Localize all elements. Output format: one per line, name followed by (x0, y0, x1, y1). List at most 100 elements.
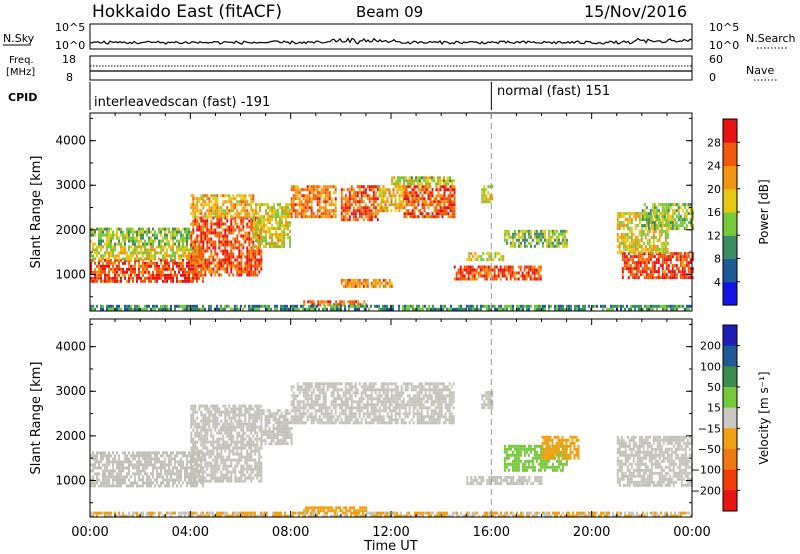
data-cell (238, 446, 241, 450)
data-cell (236, 458, 239, 462)
data-cell (138, 267, 140, 271)
data-cell (406, 307, 408, 311)
data-cell (122, 451, 124, 455)
data-cell (267, 203, 269, 207)
data-cell (194, 237, 197, 241)
data-cell (204, 249, 207, 253)
data-cell (206, 404, 209, 408)
data-cell (287, 236, 289, 240)
data-cell (194, 197, 197, 201)
data-cell (360, 191, 363, 195)
data-cell (146, 261, 148, 265)
data-cell (402, 304, 404, 308)
data-cell (104, 270, 106, 274)
data-cell (194, 479, 197, 483)
data-cell (281, 218, 283, 222)
data-cell (360, 194, 363, 198)
data-cell (632, 239, 635, 242)
data-cell (654, 251, 657, 254)
data-cell (542, 304, 544, 308)
data-cell (679, 261, 682, 265)
data-cell (192, 419, 195, 423)
data-cell (152, 457, 154, 461)
data-cell (230, 416, 233, 420)
data-cell (190, 248, 192, 252)
data-cell (152, 481, 154, 485)
data-cell (204, 455, 207, 459)
data-cell (92, 475, 94, 479)
data-cell (238, 228, 241, 232)
data-cell (222, 446, 225, 450)
data-cell (176, 469, 178, 473)
data-cell (140, 472, 142, 476)
data-cell (638, 239, 641, 242)
data-cell (236, 255, 239, 259)
data-cell (108, 254, 110, 258)
data-cell (102, 267, 104, 271)
data-cell (152, 233, 154, 237)
data-cell (134, 245, 136, 249)
data-cell (250, 249, 253, 253)
data-cell (440, 304, 442, 308)
data-cell (248, 215, 251, 219)
data-cell (162, 478, 164, 482)
data-cell (257, 221, 259, 225)
data-cell (96, 466, 98, 470)
data-cell (384, 203, 387, 207)
data-cell (122, 257, 124, 261)
data-cell (154, 251, 156, 255)
data-cell (669, 221, 672, 225)
data-cell (292, 209, 295, 213)
data-cell (425, 203, 428, 207)
data-cell (501, 274, 504, 278)
data-cell (226, 225, 229, 229)
data-cell (496, 252, 499, 256)
data-cell (210, 473, 213, 477)
data-cell (675, 258, 678, 262)
data-cell (232, 255, 235, 259)
data-cell (356, 284, 359, 288)
data-cell (236, 304, 238, 308)
data-cell (418, 307, 420, 311)
data-cell (399, 179, 401, 183)
data-cell (394, 209, 397, 213)
data-cell (685, 212, 688, 216)
data-cell (172, 451, 174, 455)
data-cell (340, 215, 343, 219)
data-cell (505, 265, 508, 269)
data-cell (202, 452, 205, 456)
data-cell (188, 233, 190, 237)
data-cell (190, 446, 193, 450)
data-cell (232, 437, 235, 441)
data-cell (248, 252, 251, 256)
data-cell (164, 230, 166, 234)
data-cell (214, 252, 217, 256)
data-cell (441, 215, 444, 219)
data-cell (180, 475, 182, 479)
data-cell (118, 242, 120, 246)
data-cell (258, 258, 261, 262)
data-cell (685, 224, 688, 228)
data-cell (364, 203, 367, 207)
data-cell (192, 258, 194, 262)
data-cell (443, 179, 445, 183)
data-cell (527, 268, 530, 272)
data-cell (356, 281, 359, 285)
data-cell (258, 237, 261, 241)
data-cell (423, 179, 425, 183)
data-cell (90, 267, 92, 271)
data-cell (122, 270, 124, 274)
data-cell (100, 270, 102, 274)
data-cell (250, 240, 253, 244)
data-cell (306, 185, 309, 189)
data-cell (623, 264, 626, 268)
data-cell (126, 475, 128, 479)
data-cell (485, 265, 488, 269)
data-cell (226, 212, 229, 216)
data-cell (537, 268, 540, 272)
data-cell (210, 410, 213, 414)
data-cell (130, 236, 132, 240)
data-cell (521, 235, 524, 239)
data-cell (495, 265, 498, 269)
data-cell (174, 227, 176, 231)
